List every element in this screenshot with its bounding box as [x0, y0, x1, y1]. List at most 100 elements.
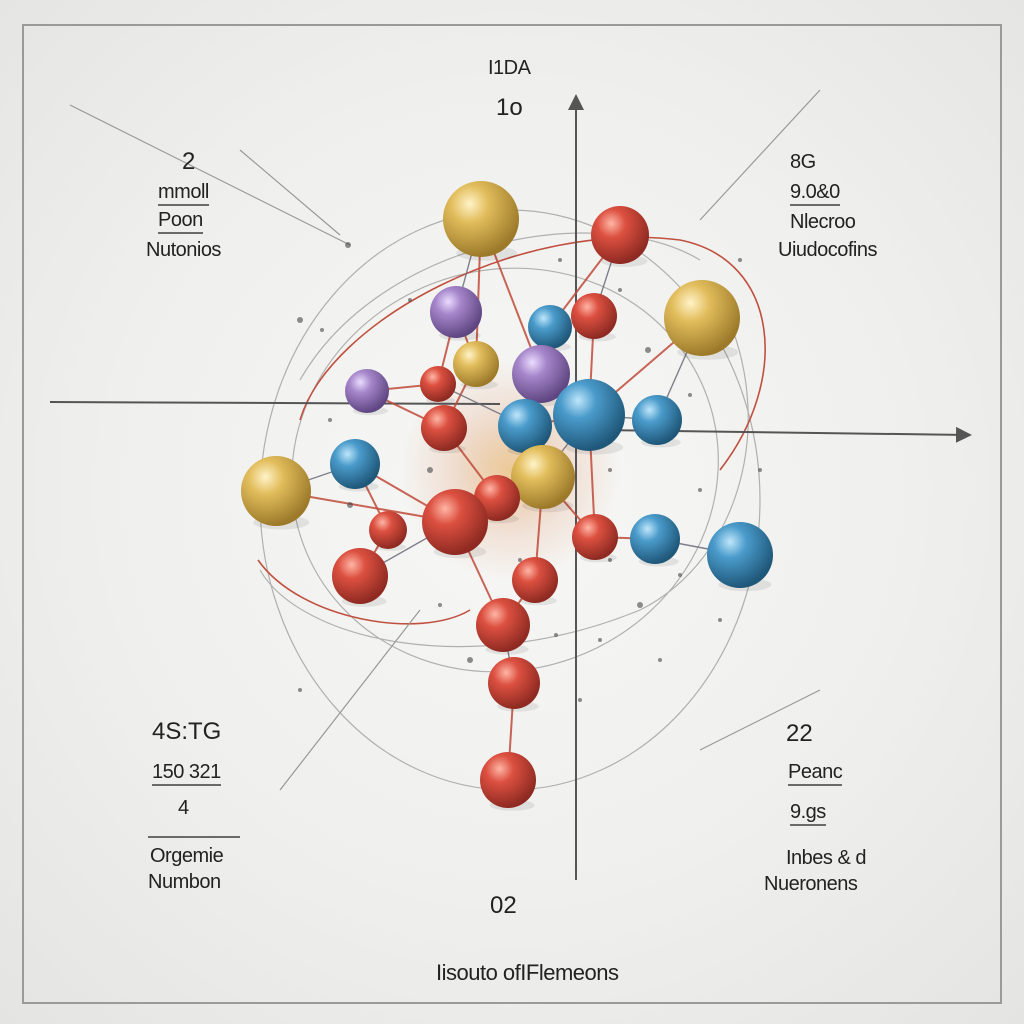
pointer-bottom-right: [699, 689, 821, 751]
diagram-border: [22, 24, 1002, 1004]
red-atom: [591, 206, 649, 267]
atom-sphere: [430, 286, 482, 338]
axis-top-label: I1DA: [488, 57, 531, 79]
bottom-right-line2: Peanc: [788, 762, 843, 786]
atom-sphere: [332, 548, 388, 604]
atom-sphere: [453, 341, 499, 387]
red-atom: [512, 557, 558, 606]
top-left-line1: mmoll: [158, 182, 209, 206]
particle-dot: [758, 468, 762, 472]
atom-sphere: [345, 369, 389, 413]
top-left-line2: Poon: [158, 210, 203, 234]
particle-dot: [578, 698, 582, 702]
atom-sphere: [488, 657, 540, 709]
atom-sphere: [572, 514, 618, 560]
atom-sphere: [632, 395, 682, 445]
particle-dot: [608, 558, 612, 562]
atom-sphere: [476, 598, 530, 652]
particle-dot: [738, 258, 742, 262]
atom-sphere: [591, 206, 649, 264]
particle-dot: [598, 638, 602, 642]
particle-dot: [558, 258, 562, 262]
atom-sphere: [443, 181, 519, 257]
red-atom: [421, 405, 467, 454]
atom-sphere: [369, 511, 407, 549]
red-atom: [332, 548, 388, 607]
red-orbit-upper: [299, 236, 766, 471]
pointer-top-right: [699, 89, 821, 221]
pointer-top-left: [69, 104, 351, 246]
atom-sphere: [528, 305, 572, 349]
horizontal-axis-left: [49, 401, 501, 405]
particle-dot: [645, 347, 651, 353]
red-atom: [488, 657, 540, 712]
atom-sphere: [630, 514, 680, 564]
axis-bottom-value: 02: [490, 892, 517, 919]
red-atom: [369, 511, 407, 551]
gold-atom: [241, 456, 311, 530]
blue-atom: [707, 522, 773, 592]
blue-atom: [528, 305, 572, 352]
gold-atom: [664, 280, 740, 360]
particle-dot: [297, 317, 303, 323]
particle-dot: [328, 418, 332, 422]
particle-dot: [408, 298, 412, 302]
particle-dot: [438, 603, 442, 607]
bottom-left-line5: Numbon: [148, 871, 221, 893]
particle-dot: [320, 328, 324, 332]
atoms: [241, 181, 773, 811]
particle-dot: [518, 558, 522, 562]
particle-dot: [688, 393, 692, 397]
pointer-top-left-2: [239, 149, 341, 236]
gold-atom: [511, 445, 575, 513]
atom-sphere: [511, 445, 575, 509]
red-atom: [420, 366, 456, 404]
top-right-line3: Nlecroo: [790, 211, 856, 233]
bottom-left-line1: 4S:TG: [152, 718, 222, 745]
bottom-left-line2: 150 321: [152, 762, 221, 786]
orbit-accent-lines: [257, 236, 766, 625]
atom-sphere: [512, 557, 558, 603]
blue-atom: [330, 439, 380, 492]
bottom-left-line4: Orgemie: [150, 845, 224, 867]
atom-sphere: [553, 379, 625, 451]
particle-dot: [554, 633, 558, 637]
top-right-line1: 8G: [790, 151, 816, 173]
particle-dot: [467, 657, 473, 663]
atom-sphere: [664, 280, 740, 356]
particle-dot: [608, 468, 612, 472]
purple-atom: [345, 369, 389, 416]
particle-dot: [298, 688, 302, 692]
diagram-caption: Iisouto ofIFlemeons: [436, 960, 619, 985]
particle-dot: [347, 502, 353, 508]
atom-sphere: [480, 752, 536, 808]
particle-dot: [618, 288, 622, 292]
blue-atom: [630, 514, 680, 567]
particle-dot: [678, 573, 682, 577]
particle-dot: [427, 467, 433, 473]
atom-sphere: [707, 522, 773, 588]
top-right-line4: Uiudocofins: [778, 239, 878, 261]
particle-dot: [345, 242, 351, 248]
atom-sphere: [241, 456, 311, 526]
red-atom: [572, 514, 618, 563]
pointer-bottom-left: [279, 609, 421, 791]
top-right-line2: 9.0&0: [790, 182, 840, 206]
bottom-left-line3: 4: [178, 797, 189, 819]
top-left-line3: Nutonios: [146, 239, 221, 261]
blue-atom: [553, 379, 625, 455]
atom-sphere: [421, 405, 467, 451]
red-atom: [571, 293, 617, 342]
blue-atom: [632, 395, 682, 448]
red-atom: [476, 598, 530, 655]
gold-atom: [443, 181, 519, 261]
bottom-right-line3: 9.gs: [790, 802, 826, 826]
red-orbit-lower: [257, 559, 471, 625]
red-atom: [480, 752, 536, 811]
orbit-arc-lower: [259, 299, 749, 648]
atom-sphere: [420, 366, 456, 402]
particle-dot: [658, 658, 662, 662]
bottom-right-line1: 22: [786, 720, 813, 747]
atom-sphere: [571, 293, 617, 339]
